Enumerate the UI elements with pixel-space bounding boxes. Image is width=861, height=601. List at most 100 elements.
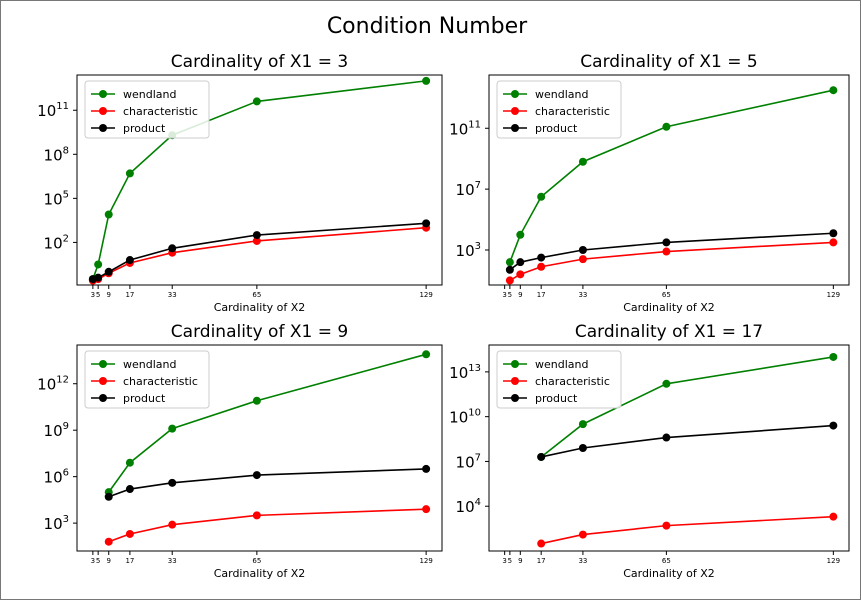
- x-tick-label: 65: [252, 557, 261, 565]
- x-tick-label: 129: [419, 291, 432, 299]
- data-point-product: [829, 229, 838, 238]
- data-point-product: [422, 219, 431, 228]
- legend-label-characteristic: characteristic: [123, 375, 198, 388]
- data-point-wendland: [537, 192, 546, 201]
- y-tick-label: 108: [44, 145, 69, 164]
- y-tick-exponent: 11: [468, 119, 481, 130]
- y-tick-label: 105: [44, 189, 69, 208]
- legend-label-product: product: [535, 122, 578, 135]
- data-point-characteristic: [168, 520, 177, 529]
- series-line-characteristic: [108, 508, 427, 543]
- x-tick-label: 3: [502, 291, 506, 299]
- data-point-wendland: [662, 379, 671, 388]
- x-tick-label: 17: [125, 291, 134, 299]
- legend-label-wendland: wendland: [123, 88, 176, 101]
- y-tick-exponent: 6: [63, 468, 69, 479]
- panel-title: Cardinality of X1 = 3: [171, 52, 348, 72]
- x-tick-label: 9: [518, 557, 522, 565]
- series-line-wendland: [540, 356, 834, 458]
- legend-marker-product: [99, 394, 107, 402]
- data-point-product: [252, 231, 261, 240]
- data-point-characteristic: [252, 236, 261, 245]
- legend-marker-wendland: [511, 90, 519, 98]
- data-point-characteristic: [537, 262, 546, 271]
- y-tick-base: 10: [456, 498, 475, 516]
- y-tick-base: 10: [449, 120, 468, 138]
- data-point-product: [516, 258, 525, 267]
- legend-marker-product: [511, 124, 519, 132]
- data-point-product: [662, 238, 671, 247]
- y-tick-base: 10: [37, 102, 56, 120]
- x-tick-label: 65: [662, 557, 671, 565]
- legend-box: [496, 350, 622, 409]
- data-point-wendland: [94, 260, 103, 269]
- y-tick-label: 106: [44, 468, 69, 487]
- data-point-wendland: [168, 424, 177, 433]
- legend-label-product: product: [123, 122, 166, 135]
- data-point-product: [125, 485, 134, 494]
- y-tick-exponent: 7: [475, 180, 481, 191]
- legend-box: [496, 80, 622, 139]
- data-point-product: [578, 246, 587, 254]
- y-tick-label: 102: [44, 233, 69, 252]
- figure-title: Condition Number: [327, 14, 528, 39]
- plot-frame: [76, 74, 443, 286]
- legend-marker-wendland: [99, 90, 107, 98]
- legend-marker-characteristic: [99, 107, 107, 115]
- data-point-wendland: [578, 157, 587, 166]
- y-tick-exponent: 3: [63, 514, 69, 525]
- y-tick-base: 10: [44, 190, 63, 208]
- data-point-wendland: [505, 258, 514, 267]
- legend-label-characteristic: characteristic: [123, 105, 198, 118]
- data-point-product: [104, 492, 113, 501]
- y-tick-exponent: 11: [56, 101, 69, 112]
- data-point-product: [829, 421, 838, 430]
- data-point-product: [662, 433, 671, 442]
- x-tick-label: 33: [168, 291, 177, 299]
- y-tick-exponent: 2: [63, 233, 69, 244]
- legend-box: [84, 350, 210, 409]
- y-tick-label: 1011: [449, 119, 481, 138]
- y-tick-exponent: 5: [63, 189, 69, 200]
- legend-marker-wendland: [99, 360, 107, 368]
- x-tick-label: 5: [508, 291, 512, 299]
- y-tick-label: 1011: [37, 101, 69, 120]
- x-tick-label: 65: [662, 291, 671, 299]
- x-tick-label: 129: [419, 557, 432, 565]
- y-tick-base: 10: [37, 376, 56, 394]
- data-point-characteristic: [662, 247, 671, 256]
- y-tick-exponent: 10: [468, 408, 481, 419]
- series-line-characteristic: [509, 241, 834, 282]
- data-point-characteristic: [125, 529, 134, 538]
- y-tick-base: 10: [449, 409, 468, 427]
- data-point-wendland: [125, 458, 134, 467]
- data-point-wendland: [829, 352, 838, 361]
- legend-marker-wendland: [511, 360, 519, 368]
- data-point-characteristic: [104, 537, 113, 546]
- data-point-characteristic: [505, 276, 514, 285]
- legend-marker-characteristic: [511, 107, 519, 115]
- y-tick-exponent: 3: [475, 241, 481, 252]
- legend-box: [84, 80, 210, 139]
- series-line-product: [108, 468, 427, 498]
- data-point-wendland: [252, 396, 261, 405]
- data-point-product: [168, 478, 177, 487]
- data-point-product: [125, 256, 134, 265]
- data-point-wendland: [422, 76, 431, 85]
- x-tick-label: 33: [578, 291, 587, 299]
- plot-frame: [488, 344, 850, 552]
- series-line-characteristic: [541, 515, 834, 545]
- data-point-wendland: [252, 97, 261, 106]
- x-tick-label: 33: [168, 557, 177, 565]
- y-tick-label: 109: [44, 421, 69, 440]
- x-axis-label: Cardinality of X2: [623, 301, 715, 314]
- x-tick-label: 9: [107, 557, 111, 565]
- y-tick-base: 10: [44, 146, 63, 164]
- x-axis-label: Cardinality of X2: [214, 567, 306, 580]
- data-point-product: [252, 471, 261, 480]
- data-point-characteristic: [422, 505, 431, 514]
- legend-label-characteristic: characteristic: [535, 105, 610, 118]
